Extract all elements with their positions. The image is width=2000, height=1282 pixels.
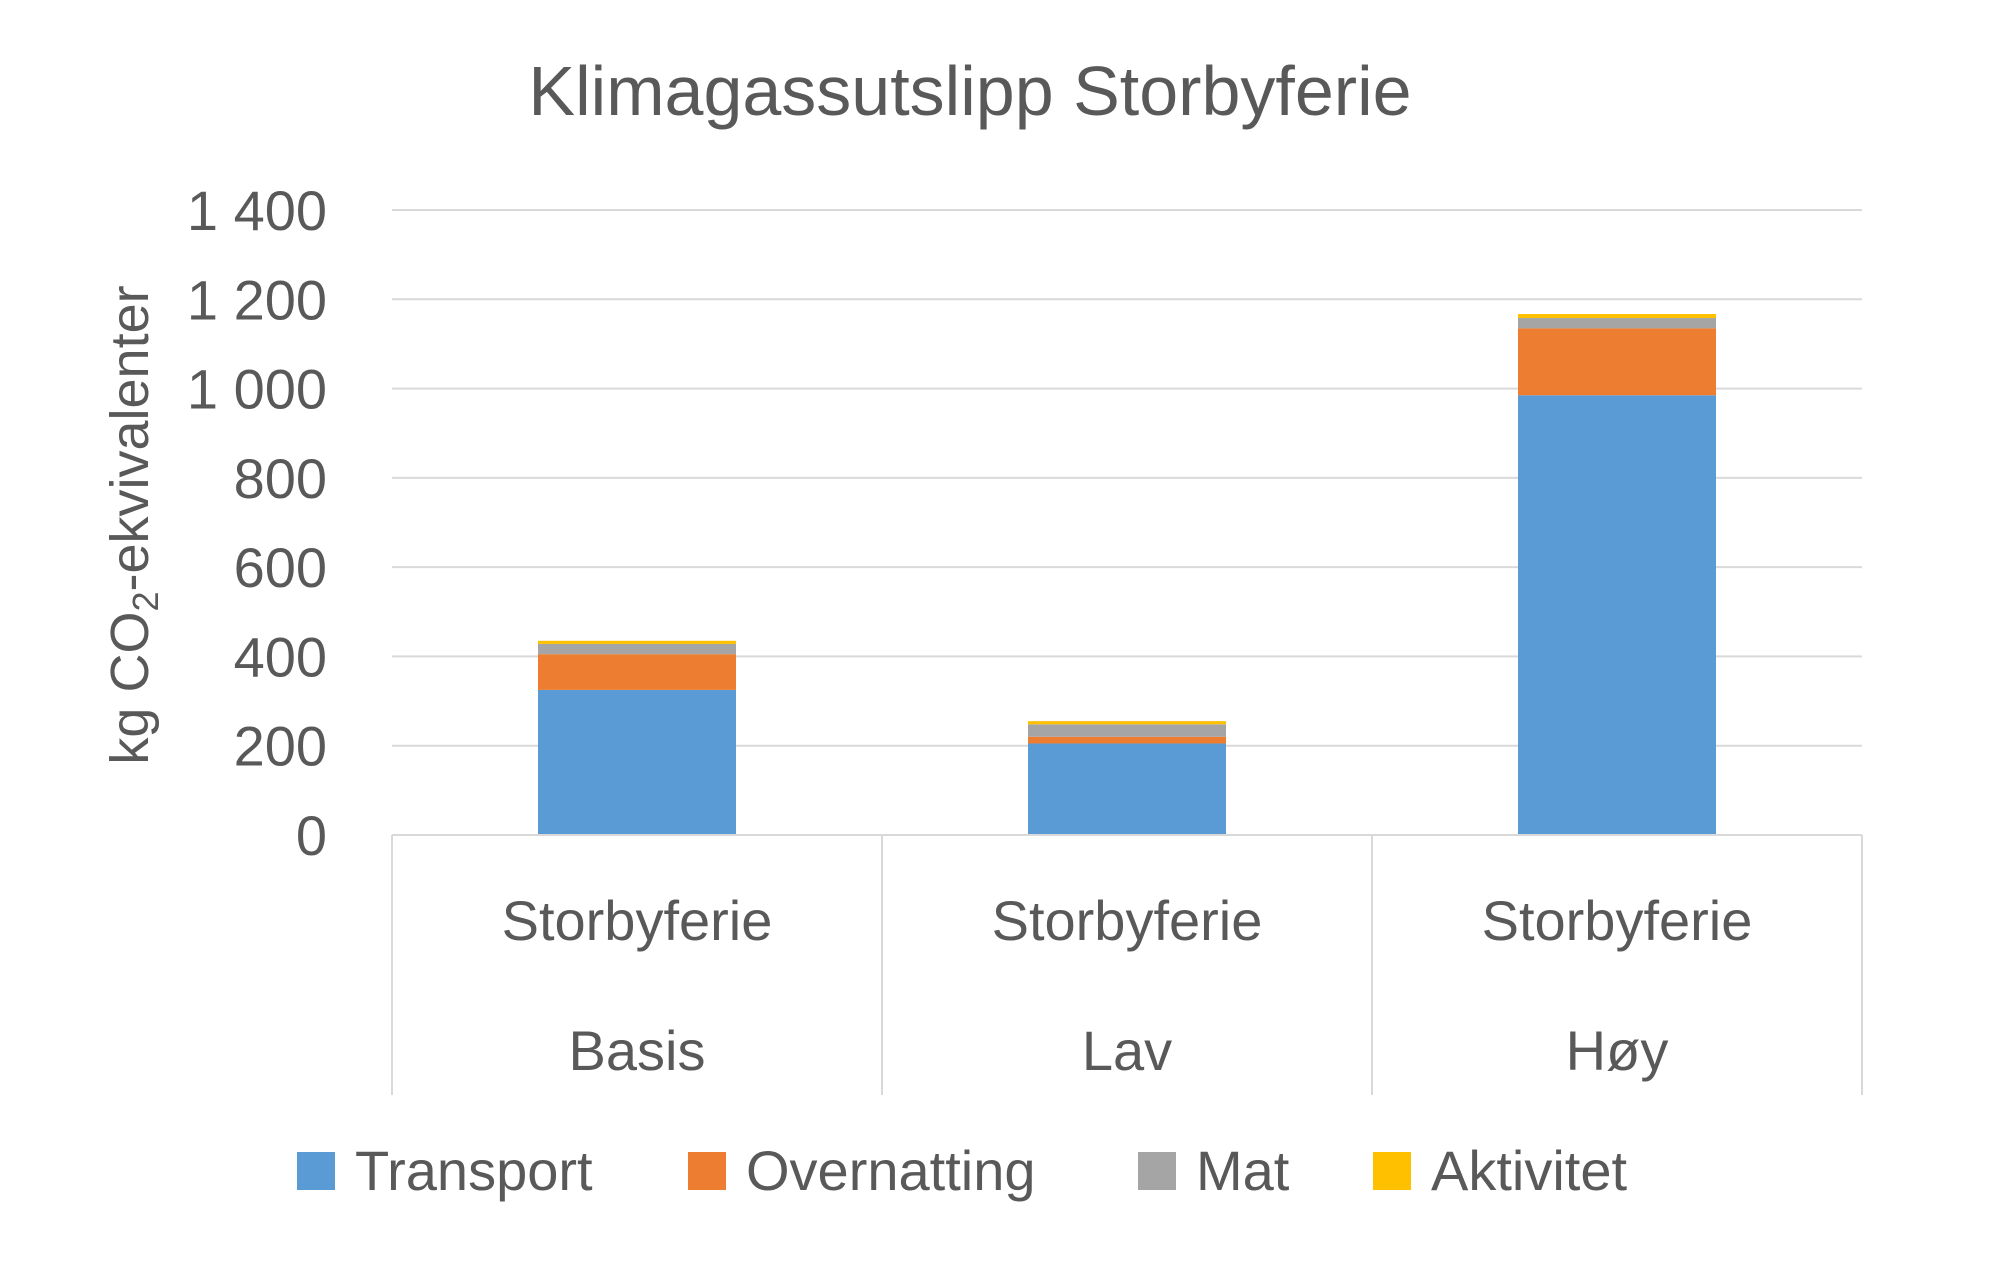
category-label-bottom: Basis bbox=[569, 1019, 706, 1082]
bar-segment-aktivitet bbox=[538, 640, 736, 644]
chart-title: Klimagassutslipp Storbyferie bbox=[528, 52, 1411, 130]
legend-label-mat: Mat bbox=[1196, 1139, 1290, 1202]
y-axis-label-suffix: -ekvivalenter bbox=[100, 285, 160, 591]
category-label-top: Storbyferie bbox=[992, 889, 1263, 952]
bar-segment-aktivitet bbox=[1518, 314, 1716, 319]
y-tick-label: 1 000 bbox=[187, 358, 327, 421]
category-label-bottom: Høy bbox=[1566, 1019, 1669, 1082]
y-axis-label-main: kg CO bbox=[100, 612, 160, 765]
category-label-top: Storbyferie bbox=[502, 889, 773, 952]
legend-label-transport: Transport bbox=[355, 1139, 593, 1202]
legend-swatch-aktivitet bbox=[1373, 1152, 1411, 1190]
y-tick-label: 600 bbox=[234, 536, 327, 599]
y-tick-label: 0 bbox=[296, 804, 327, 867]
y-tick-label: 1 400 bbox=[187, 179, 327, 242]
bar-segment-transport bbox=[1518, 395, 1716, 835]
x-axis-categories: Storbyferie Basis Storbyferie Lav Storbyferi… bbox=[391, 834, 1863, 1095]
legend-swatch-overnatting bbox=[688, 1152, 726, 1190]
legend-swatch-transport bbox=[297, 1152, 335, 1190]
y-axis-label: kg CO2-ekvivalenter bbox=[100, 285, 166, 764]
bar-segment-overnatting bbox=[538, 654, 736, 690]
bar-segment-mat bbox=[1028, 724, 1226, 737]
legend-label-overnatting: Overnatting bbox=[746, 1139, 1036, 1202]
y-tick-label: 200 bbox=[234, 715, 327, 778]
y-axis-label-subscript: 2 bbox=[125, 592, 166, 612]
category-label-top: Storbyferie bbox=[1482, 889, 1753, 952]
bar-segment-transport bbox=[538, 689, 736, 835]
y-tick-label: 400 bbox=[234, 625, 327, 688]
bars bbox=[538, 314, 1716, 835]
bar-segment-transport bbox=[1028, 743, 1226, 835]
legend: Transport Overnatting Mat Aktivitet bbox=[297, 1139, 1627, 1202]
bar-segment-overnatting bbox=[1028, 736, 1226, 744]
y-tick-label: 800 bbox=[234, 447, 327, 510]
legend-swatch-mat bbox=[1138, 1152, 1176, 1190]
bar-segment-aktivitet bbox=[1028, 721, 1226, 725]
category-label-bottom: Lav bbox=[1082, 1019, 1172, 1082]
bar-segment-mat bbox=[538, 643, 736, 655]
bar-segment-overnatting bbox=[1518, 328, 1716, 396]
legend-label-aktivitet: Aktivitet bbox=[1431, 1139, 1627, 1202]
y-axis-ticks: 0 200 400 600 800 1 000 1 200 1 400 bbox=[187, 179, 327, 867]
bar-segment-mat bbox=[1518, 318, 1716, 329]
y-tick-label: 1 200 bbox=[187, 268, 327, 331]
